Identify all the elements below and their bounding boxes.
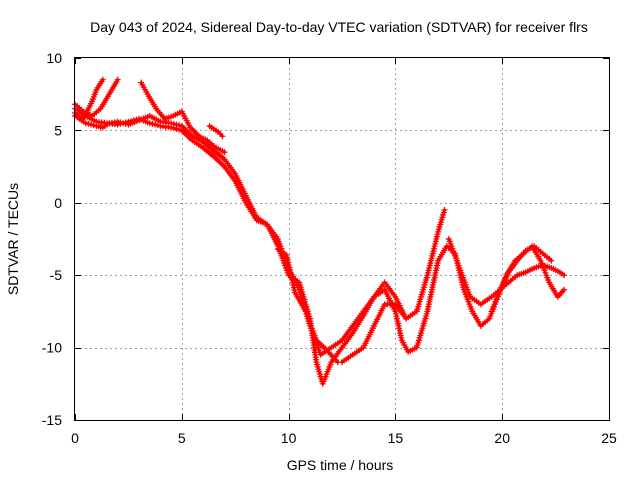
series-markers [138,79,228,156]
y-tick-label: 5 [54,122,62,138]
x-tick-label: 25 [601,430,617,446]
series-markers [488,243,555,315]
y-tick-label: 10 [46,50,62,66]
y-tick-label: -15 [42,412,62,428]
series-track-8 [488,243,555,315]
series-track-9 [206,123,226,140]
chart-title: Day 043 of 2024, Sidereal Day-to-day VTE… [90,19,588,35]
y-axis-title: SDTVAR / TECUs [5,183,21,295]
x-tick-label: 5 [178,430,186,446]
y-tick-label: -5 [50,267,63,283]
x-tick-label: 0 [71,430,79,446]
x-axis-title: GPS time / hours [287,457,394,473]
plot-frame [74,57,610,421]
series-markers [206,123,226,140]
series-track-4 [72,76,106,122]
x-tick-label: 20 [494,430,510,446]
series-track-6 [339,301,410,366]
series-markers [274,246,341,366]
series-track-5 [138,79,228,156]
series-markers [339,301,410,366]
y-tick-label: 0 [54,195,62,211]
y-tick-label: -10 [42,340,62,356]
x-tick-label: 10 [281,430,297,446]
x-tick-label: 15 [388,430,404,446]
series-track-10 [274,246,341,366]
